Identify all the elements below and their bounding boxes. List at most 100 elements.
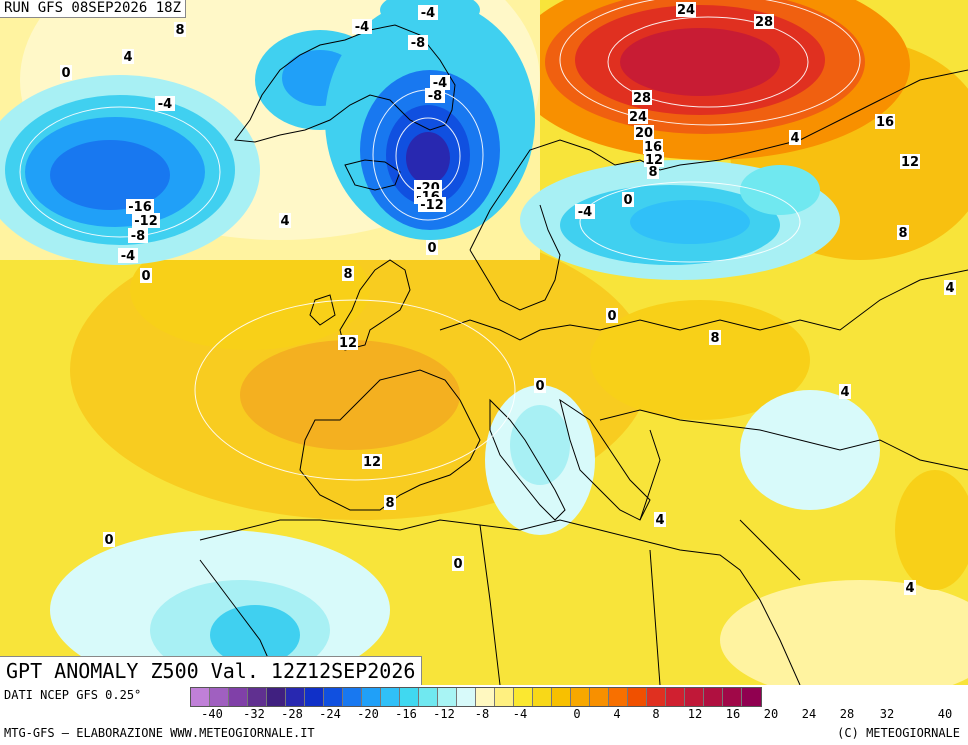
contour-label: 16 (644, 140, 662, 155)
contour-label-bg (384, 495, 396, 510)
contour-label: 8 (898, 226, 907, 241)
contour-label: 4 (945, 281, 954, 296)
contour-label-bg (754, 14, 774, 29)
contour-label-bg (709, 330, 721, 345)
anomaly-field: 840-4-16-12-8-40-4-4-8-4-8-20-16-1204812… (0, 0, 968, 685)
contour-label-bg (839, 384, 851, 399)
contour-label: 4 (655, 513, 664, 528)
contour-label: 12 (339, 336, 357, 351)
contour-label: -8 (131, 229, 145, 244)
map-title: GPT ANOMALY Z500 Val. 12Z12SEP2026 (0, 656, 423, 686)
contour-label-bg (897, 225, 909, 240)
contour-label: 12 (901, 155, 919, 170)
contour-label-bg (352, 19, 372, 34)
color-legend (190, 687, 762, 707)
contour-label-bg (628, 109, 648, 124)
contour-label: 0 (61, 66, 70, 81)
contour-label-bg (279, 213, 291, 228)
contour-label: 8 (648, 165, 657, 180)
contour-label-bg (426, 240, 438, 255)
contour-label: 28 (633, 91, 651, 106)
legend-swatch (495, 688, 514, 706)
contour-label-bg (643, 139, 663, 154)
contour-label-bg (140, 268, 152, 283)
contour-label: -8 (411, 36, 425, 51)
legend-swatch (419, 688, 438, 706)
contour-label: -12 (420, 198, 444, 213)
legend-swatch (324, 688, 343, 706)
legend-tick: -28 (281, 707, 303, 721)
legend-swatch (400, 688, 419, 706)
contour-label-bg (789, 130, 801, 145)
legend-tick: 20 (763, 707, 779, 721)
contour-label-bg (644, 152, 664, 167)
contour-label: 0 (535, 379, 544, 394)
contour-label-bg (634, 125, 654, 140)
legend-tick: 12 (687, 707, 703, 721)
contour-label-bg (132, 213, 160, 228)
contour-labels: 840-4-16-12-8-40-4-4-8-4-8-20-16-1204812… (60, 2, 956, 596)
contour-label: 4 (905, 581, 914, 596)
legend-tick: 40 (937, 707, 953, 721)
contour-label-bg (647, 164, 659, 179)
contour-label-bg (452, 556, 464, 571)
contour-label: 0 (104, 533, 113, 548)
footer: DATI NCEP GFS 0.25° -40 -32 -28 -24 -20 -16 -1… (0, 685, 968, 745)
contour-label-bg (418, 197, 446, 212)
legend-swatch (609, 688, 628, 706)
legend-swatch (533, 688, 552, 706)
contour-label: -4 (421, 6, 435, 21)
legend-swatch (267, 688, 286, 706)
contour-label: 16 (876, 115, 894, 130)
contour-label-bg (654, 512, 666, 527)
legend-tick: 8 (652, 707, 660, 721)
legend-swatch (381, 688, 400, 706)
legend-swatch (628, 688, 647, 706)
legend-tick: -12 (433, 707, 455, 721)
legend-swatch (723, 688, 742, 706)
legend-swatch (571, 688, 590, 706)
legend-swatch (457, 688, 476, 706)
contour-label: 4 (123, 50, 132, 65)
contour-label-bg (362, 454, 382, 469)
data-source: DATI NCEP GFS 0.25° (4, 688, 142, 702)
contour-label-bg (676, 2, 696, 17)
legend-swatch (438, 688, 457, 706)
legend-tick: -40 (201, 707, 223, 721)
legend-tick: -32 (243, 707, 265, 721)
legend-tick: -24 (319, 707, 341, 721)
legend-swatch (229, 688, 248, 706)
contour-label: 8 (343, 267, 352, 282)
legend-swatch (590, 688, 609, 706)
legend-swatch (305, 688, 324, 706)
legend-tick: -4 (512, 707, 528, 721)
credit-text: MTG-GFS — ELABORAZIONE WWW.METEOGIORNALE… (4, 726, 315, 740)
contour-label: 0 (623, 193, 632, 208)
legend-swatch (343, 688, 362, 706)
contour-label-bg (875, 114, 895, 129)
contour-label: 0 (453, 557, 462, 572)
contour-label-bg (418, 5, 438, 20)
contour-label: 24 (629, 110, 647, 125)
legend-swatch (552, 688, 571, 706)
legend-swatch (685, 688, 704, 706)
contour-label-bg (122, 49, 134, 64)
contour-label: 8 (175, 23, 184, 38)
contour-label-bg (338, 335, 358, 350)
contour-label: 24 (677, 3, 695, 18)
contour-label-bg (944, 280, 956, 295)
contour-label-bg (342, 266, 354, 281)
contour-label-bg (575, 204, 595, 219)
legend-swatch (647, 688, 666, 706)
contour-label-bg (128, 228, 148, 243)
contour-label: -4 (578, 205, 592, 220)
contour-label-bg (425, 88, 445, 103)
contour-label: 0 (607, 309, 616, 324)
legend-swatch (210, 688, 229, 706)
contour-label-bg (606, 308, 618, 323)
legend-tick: -8 (474, 707, 490, 721)
legend-swatch (362, 688, 381, 706)
contour-label-bg (103, 532, 115, 547)
contour-label: 12 (363, 455, 381, 470)
contour-label-bg (174, 22, 186, 37)
